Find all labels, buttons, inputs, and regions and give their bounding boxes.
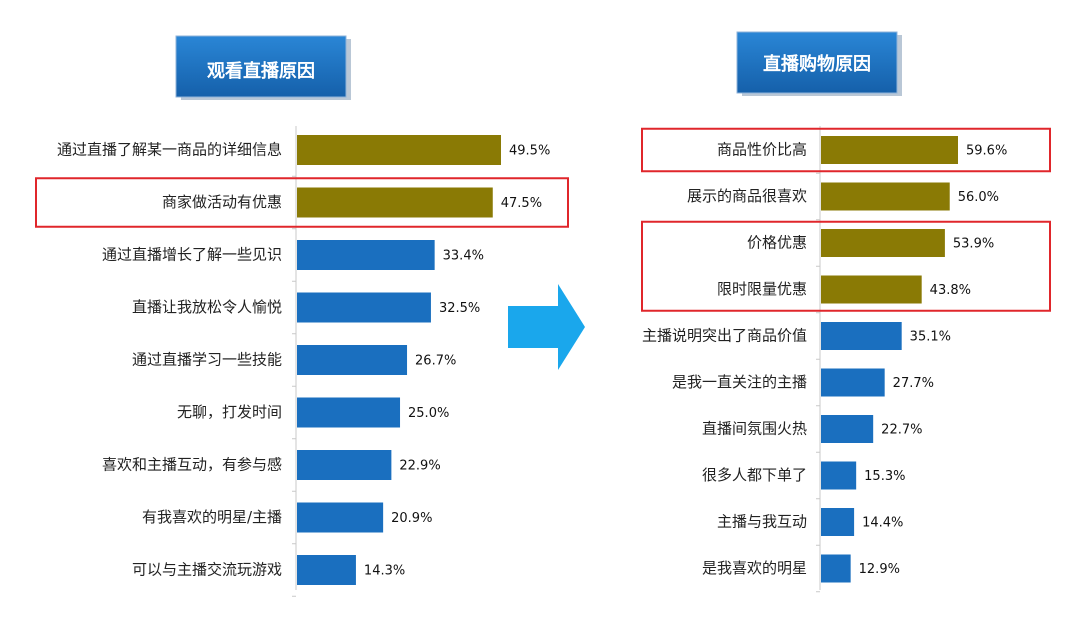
left-value-label: 22.9% <box>399 459 440 474</box>
right-chart-title-box: 直播购物原因 <box>736 31 902 96</box>
right-highlight-box <box>641 220 1051 312</box>
left-value-label: 14.3% <box>364 564 405 579</box>
left-bar <box>297 292 431 323</box>
left-chart-title: 观看直播原因 <box>207 60 315 82</box>
right-value-label: 12.9% <box>859 562 900 577</box>
left-bar <box>297 187 493 218</box>
right-bar <box>821 415 874 443</box>
left-bar-chart: 通过直播了解某一商品的详细信息 49.5% 商家做活动有优惠 47.5% 通过直播增长了… <box>57 126 550 597</box>
right-category-label: 直播间氛围火热 <box>702 420 807 438</box>
left-value-label: 20.9% <box>391 511 432 526</box>
left-value-label: 25.0% <box>408 406 449 421</box>
left-value-label: 47.5% <box>501 196 542 211</box>
right-value-label: 22.7% <box>881 423 922 438</box>
left-value-label: 26.7% <box>415 354 456 369</box>
left-category-label: 无聊，打发时间 <box>177 403 282 421</box>
right-category-label: 很多人都下单了 <box>702 466 807 484</box>
right-category-label: 价格优惠 <box>747 234 807 252</box>
right-highlight-box <box>641 127 1051 173</box>
left-category-label: 直播让我放松令人愉悦 <box>132 298 282 316</box>
right-bar <box>821 275 922 304</box>
left-category-label: 有我喜欢的明星/主播 <box>142 508 282 526</box>
left-bar <box>297 135 501 165</box>
left-bar <box>297 502 384 533</box>
right-category-label: 展示的商品很喜欢 <box>687 187 807 205</box>
right-value-label: 15.3% <box>864 469 905 484</box>
left-category-label: 通过直播了解某一商品的详细信息 <box>57 141 282 159</box>
right-arrow-icon <box>508 284 585 370</box>
left-value-label: 32.5% <box>439 301 480 316</box>
right-chart-title: 直播购物原因 <box>763 53 871 75</box>
right-value-label: 27.7% <box>893 376 934 391</box>
left-category-label: 通过直播增长了解一些见识 <box>102 246 282 264</box>
right-category-label: 主播说明突出了商品价值 <box>642 327 807 345</box>
right-bar <box>821 229 945 257</box>
left-value-label: 33.4% <box>443 249 484 264</box>
left-bar <box>297 450 392 480</box>
left-category-label: 喜欢和主播互动，有参与感 <box>102 456 282 474</box>
left-bar <box>297 397 401 428</box>
left-category-label: 通过直播学习一些技能 <box>132 351 282 369</box>
right-category-label: 是我一直关注的主播 <box>672 373 807 391</box>
right-category-label: 限时限量优惠 <box>717 280 807 298</box>
left-highlight-box <box>35 177 569 228</box>
right-value-label: 53.9% <box>953 237 994 252</box>
right-bar <box>821 322 902 350</box>
right-value-label: 59.6% <box>966 144 1007 159</box>
right-category-label: 主播与我互动 <box>717 513 807 531</box>
right-value-label: 43.8% <box>930 283 971 298</box>
right-bar <box>821 554 851 583</box>
right-value-label: 14.4% <box>862 516 903 531</box>
right-bar-chart: 商品性价比高 59.6% 展示的商品很喜欢 56.0% 价格优惠 53.9% 限时限量优惠 4… <box>642 126 1007 593</box>
right-bar <box>821 368 885 397</box>
right-category-label: 是我喜欢的明星 <box>702 559 807 577</box>
right-value-label: 56.0% <box>958 190 999 205</box>
left-value-label: 49.5% <box>509 144 550 159</box>
right-bar <box>821 182 950 211</box>
left-bar <box>297 345 408 375</box>
left-bar <box>297 555 356 585</box>
right-bar <box>821 508 855 536</box>
highlight-boxes <box>35 127 1051 312</box>
left-category-label: 商家做活动有优惠 <box>162 193 282 211</box>
left-chart-title-box: 观看直播原因 <box>175 35 351 100</box>
left-bar <box>297 240 435 270</box>
right-category-label: 商品性价比高 <box>717 141 807 159</box>
right-bar <box>821 461 857 490</box>
right-value-label: 35.1% <box>910 330 951 345</box>
right-bar <box>821 136 958 164</box>
left-category-label: 可以与主播交流玩游戏 <box>132 561 282 579</box>
